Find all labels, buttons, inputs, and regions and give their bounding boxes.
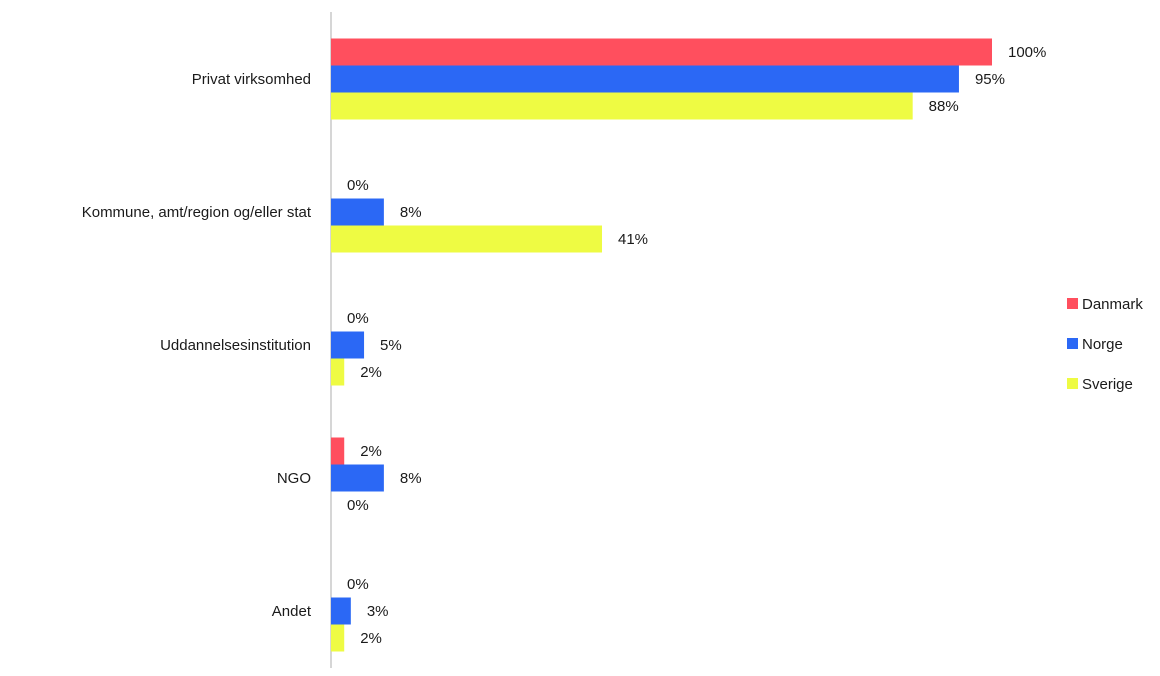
data-label: 0% — [347, 310, 369, 327]
data-label: 0% — [347, 177, 369, 194]
category-label: Privat virksomhed — [192, 71, 311, 88]
data-label: 2% — [360, 443, 382, 460]
data-label: 95% — [975, 71, 1005, 88]
category-label: NGO — [277, 470, 311, 487]
data-label: 5% — [380, 337, 402, 354]
bars-layer — [331, 38, 992, 652]
legend-label: Sverige — [1082, 376, 1133, 393]
category-label: Uddannelsesinstitution — [160, 337, 311, 354]
data-label: 88% — [929, 98, 959, 115]
legend-swatch — [1067, 338, 1078, 349]
category-label: Andet — [272, 603, 312, 620]
bar-danmark — [331, 437, 345, 465]
bar-sverige — [331, 92, 913, 120]
labels-layer: Privat virksomhed 100%95% 88% Kommune, amt/… — [82, 44, 1047, 647]
bar-norge — [331, 464, 384, 492]
bar-sverige — [331, 358, 345, 386]
data-label: 0% — [347, 497, 369, 514]
data-label: 100% — [1008, 44, 1046, 61]
bar-danmark — [331, 38, 992, 66]
bar-norge — [331, 65, 959, 93]
data-label: 3% — [367, 603, 389, 620]
data-label: 8% — [400, 470, 422, 487]
legend-swatch — [1067, 378, 1078, 389]
bar-norge — [331, 198, 384, 226]
data-label: 0% — [347, 576, 369, 593]
data-label: 2% — [360, 630, 382, 647]
legend-item-sverige: Sverige — [1067, 376, 1133, 393]
bar-norge — [331, 597, 351, 625]
legend-label: Norge — [1082, 336, 1123, 353]
legend: Danmark Norge Sverige — [1067, 296, 1143, 393]
bar-sverige — [331, 624, 345, 652]
data-label: 2% — [360, 364, 382, 381]
legend-item-norge: Norge — [1067, 336, 1123, 353]
category-label: Kommune, amt/region og/eller stat — [82, 204, 312, 221]
legend-item-danmark: Danmark — [1067, 296, 1143, 313]
data-label: 41% — [618, 231, 648, 248]
data-label: 8% — [400, 204, 422, 221]
legend-swatch — [1067, 298, 1078, 309]
bar-norge — [331, 331, 365, 359]
legend-label: Danmark — [1082, 296, 1143, 313]
bar-sverige — [331, 225, 603, 253]
